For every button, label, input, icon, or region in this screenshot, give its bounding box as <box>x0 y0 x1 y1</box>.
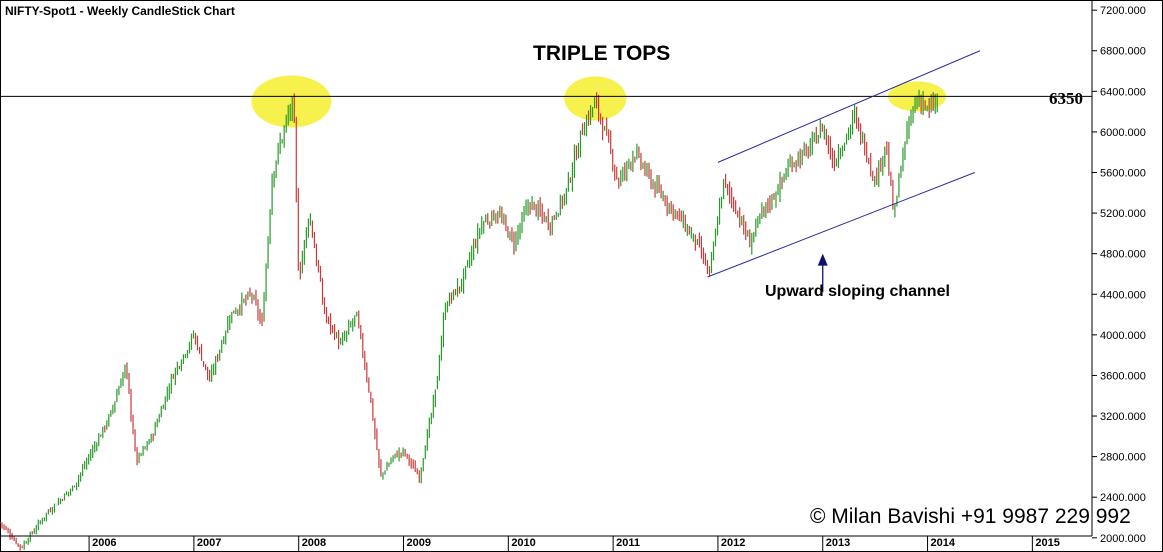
y-tick-label: 6000.000 <box>1100 127 1146 139</box>
x-axis: 2006 2007 2008 2009 2010 2011 2012 2013 2014 2015 <box>0 535 1092 552</box>
peak-highlight <box>564 76 627 121</box>
y-tick-label: 3200.000 <box>1100 411 1146 423</box>
channel-annotation: Upward sloping channel <box>765 283 950 300</box>
y-tick-label: 2000.000 <box>1100 533 1146 545</box>
x-tick-label: 2014 <box>931 537 956 549</box>
y-tick-label: 4000.000 <box>1100 330 1146 342</box>
peak-highlights <box>251 75 947 128</box>
y-tick-label: 6800.000 <box>1100 46 1146 58</box>
y-tick-label: 7200.000 <box>1100 5 1146 17</box>
channel-lower-line <box>707 172 975 278</box>
x-tick-label: 2009 <box>407 537 431 549</box>
y-tick-label: 6400.000 <box>1100 86 1146 98</box>
channel-upper-line <box>717 50 981 163</box>
x-tick-label: 2008 <box>302 537 326 549</box>
x-tick-label: 2011 <box>616 537 640 549</box>
candles <box>0 89 938 551</box>
copyright-watermark: © Milan Bavishi +91 9987 229 992 <box>810 505 1131 528</box>
resistance-label: 6350 <box>1049 89 1083 108</box>
chart-title: TRIPLE TOPS <box>533 42 671 65</box>
x-tick-label: 2012 <box>721 537 745 549</box>
y-tick-label: 5600.000 <box>1100 168 1146 180</box>
peak-highlight <box>251 75 332 128</box>
overlays <box>0 50 1092 293</box>
x-tick-label: 2007 <box>197 537 221 549</box>
arrow-icon <box>817 253 828 266</box>
y-tick-label: 4400.000 <box>1100 289 1146 301</box>
y-axis: 7200.000 6800.000 6400.000 6000.000 5600.000… <box>1091 0 1146 545</box>
x-tick-label: 2006 <box>92 537 116 549</box>
y-tick-label: 2800.000 <box>1100 452 1146 464</box>
y-tick-label: 5200.000 <box>1100 208 1146 220</box>
x-tick-label: 2013 <box>826 537 850 549</box>
chart-header: NIFTY-Spot1 - Weekly CandleStick Chart <box>5 4 235 18</box>
y-tick-label: 4800.000 <box>1100 249 1146 261</box>
x-tick-label: 2015 <box>1035 537 1059 549</box>
x-tick-label: 2010 <box>511 537 535 549</box>
y-tick-label: 2400.000 <box>1100 492 1146 504</box>
y-tick-label: 3600.000 <box>1100 370 1146 382</box>
